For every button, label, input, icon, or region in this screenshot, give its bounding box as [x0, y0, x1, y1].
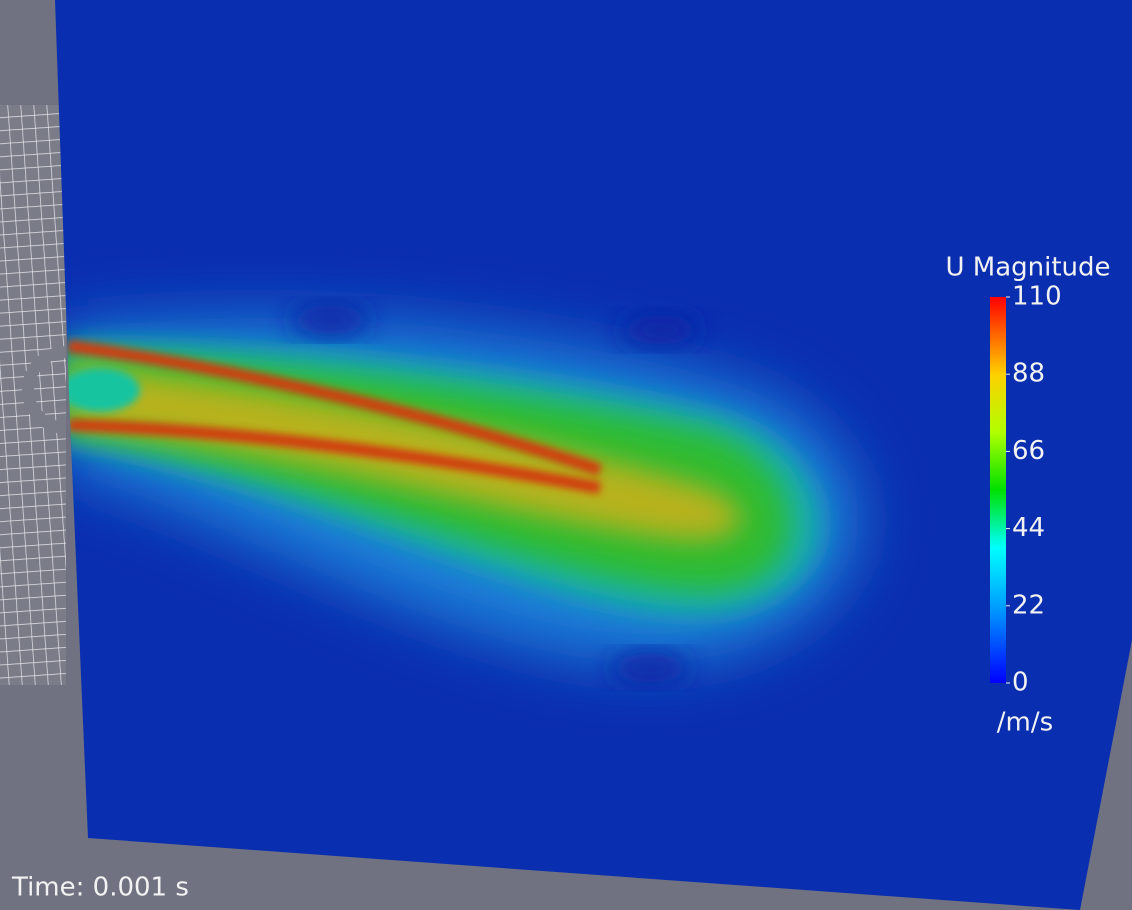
page: {"colorbar": {"title": "U Magnitude", "r…	[0, 0, 1132, 910]
tick-label: 0	[1012, 668, 1029, 698]
color-bar	[990, 297, 1006, 683]
tick-label: 88	[1012, 359, 1045, 389]
color-bar-unit: /m/s	[997, 708, 1053, 738]
tick-label: 22	[1012, 590, 1045, 620]
viewport: U Magnitude /m/s Time: 0.001 s 0 22 44 66 88…	[0, 0, 1132, 910]
tick-label: 110	[1012, 282, 1062, 312]
color-bar-title: U Magnitude	[945, 253, 1110, 283]
tick-label: 66	[1012, 436, 1045, 466]
time-label: Time: 0.001 s	[11, 873, 189, 903]
tick-label: 44	[1012, 513, 1045, 543]
